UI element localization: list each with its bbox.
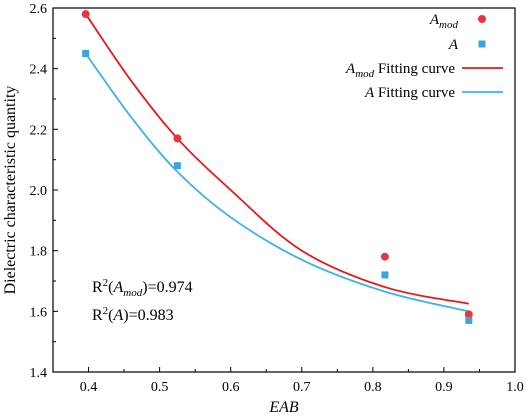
legend-label: Amod Fitting curve xyxy=(345,61,455,80)
data-point-a xyxy=(381,271,389,279)
x-tick-label: 0.6 xyxy=(222,380,240,395)
data-point-a xyxy=(82,50,90,57)
x-tick-label: 0.9 xyxy=(435,380,453,395)
legend-label: Amod xyxy=(429,12,459,31)
data-point-a-mod xyxy=(173,134,182,143)
legend-label: A xyxy=(448,37,459,53)
r-squared-annotations: R2(Amod)=0.974 R2(A)=0.983 xyxy=(92,277,193,324)
y-tick-label: 2.4 xyxy=(30,63,48,78)
y-tick-label: 2.6 xyxy=(30,2,48,17)
axis-ticks: 0.4 0.5 0.6 0.7 0.8 0.9 1.0 1.4 1.6 1.8 2.0 2.2 2.4 2… xyxy=(30,2,524,395)
legend-marker-circle xyxy=(478,15,486,23)
y-tick-label: 1.4 xyxy=(30,366,48,381)
x-tick-label: 0.4 xyxy=(80,380,98,395)
legend-marker-square xyxy=(478,40,486,48)
y-axis-label: Dielectric characteristic quantity xyxy=(2,86,19,295)
legend-label: A Fitting curve xyxy=(364,85,455,101)
y-tick-label: 1.6 xyxy=(30,305,48,320)
x-tick-label: 0.5 xyxy=(151,380,169,395)
data-point-a-mod xyxy=(81,10,90,19)
r-squared-label: R2(A)=0.983 xyxy=(92,305,174,324)
data-points xyxy=(81,10,473,324)
x-axis-label: EAB xyxy=(268,399,299,416)
y-tick-label: 1.8 xyxy=(30,245,48,260)
x-tick-label: 0.7 xyxy=(293,380,311,395)
data-point-a-mod xyxy=(380,252,389,261)
data-point-a-mod xyxy=(464,310,473,319)
x-tick-label: 1.0 xyxy=(506,380,524,395)
data-point-a xyxy=(173,162,181,170)
fit-curve-a-mod xyxy=(84,13,469,305)
legend: Amod A Amod Fitting curve A Fitting curve xyxy=(345,12,503,101)
y-tick-label: 2.0 xyxy=(30,184,48,199)
x-tick-label: 0.8 xyxy=(364,380,382,395)
data-point-a xyxy=(465,316,473,324)
y-tick-label: 2.2 xyxy=(30,123,48,138)
fit-lines xyxy=(84,13,470,313)
fit-curve-a xyxy=(84,52,470,313)
r-squared-label: R2(Amod)=0.974 xyxy=(92,277,193,299)
